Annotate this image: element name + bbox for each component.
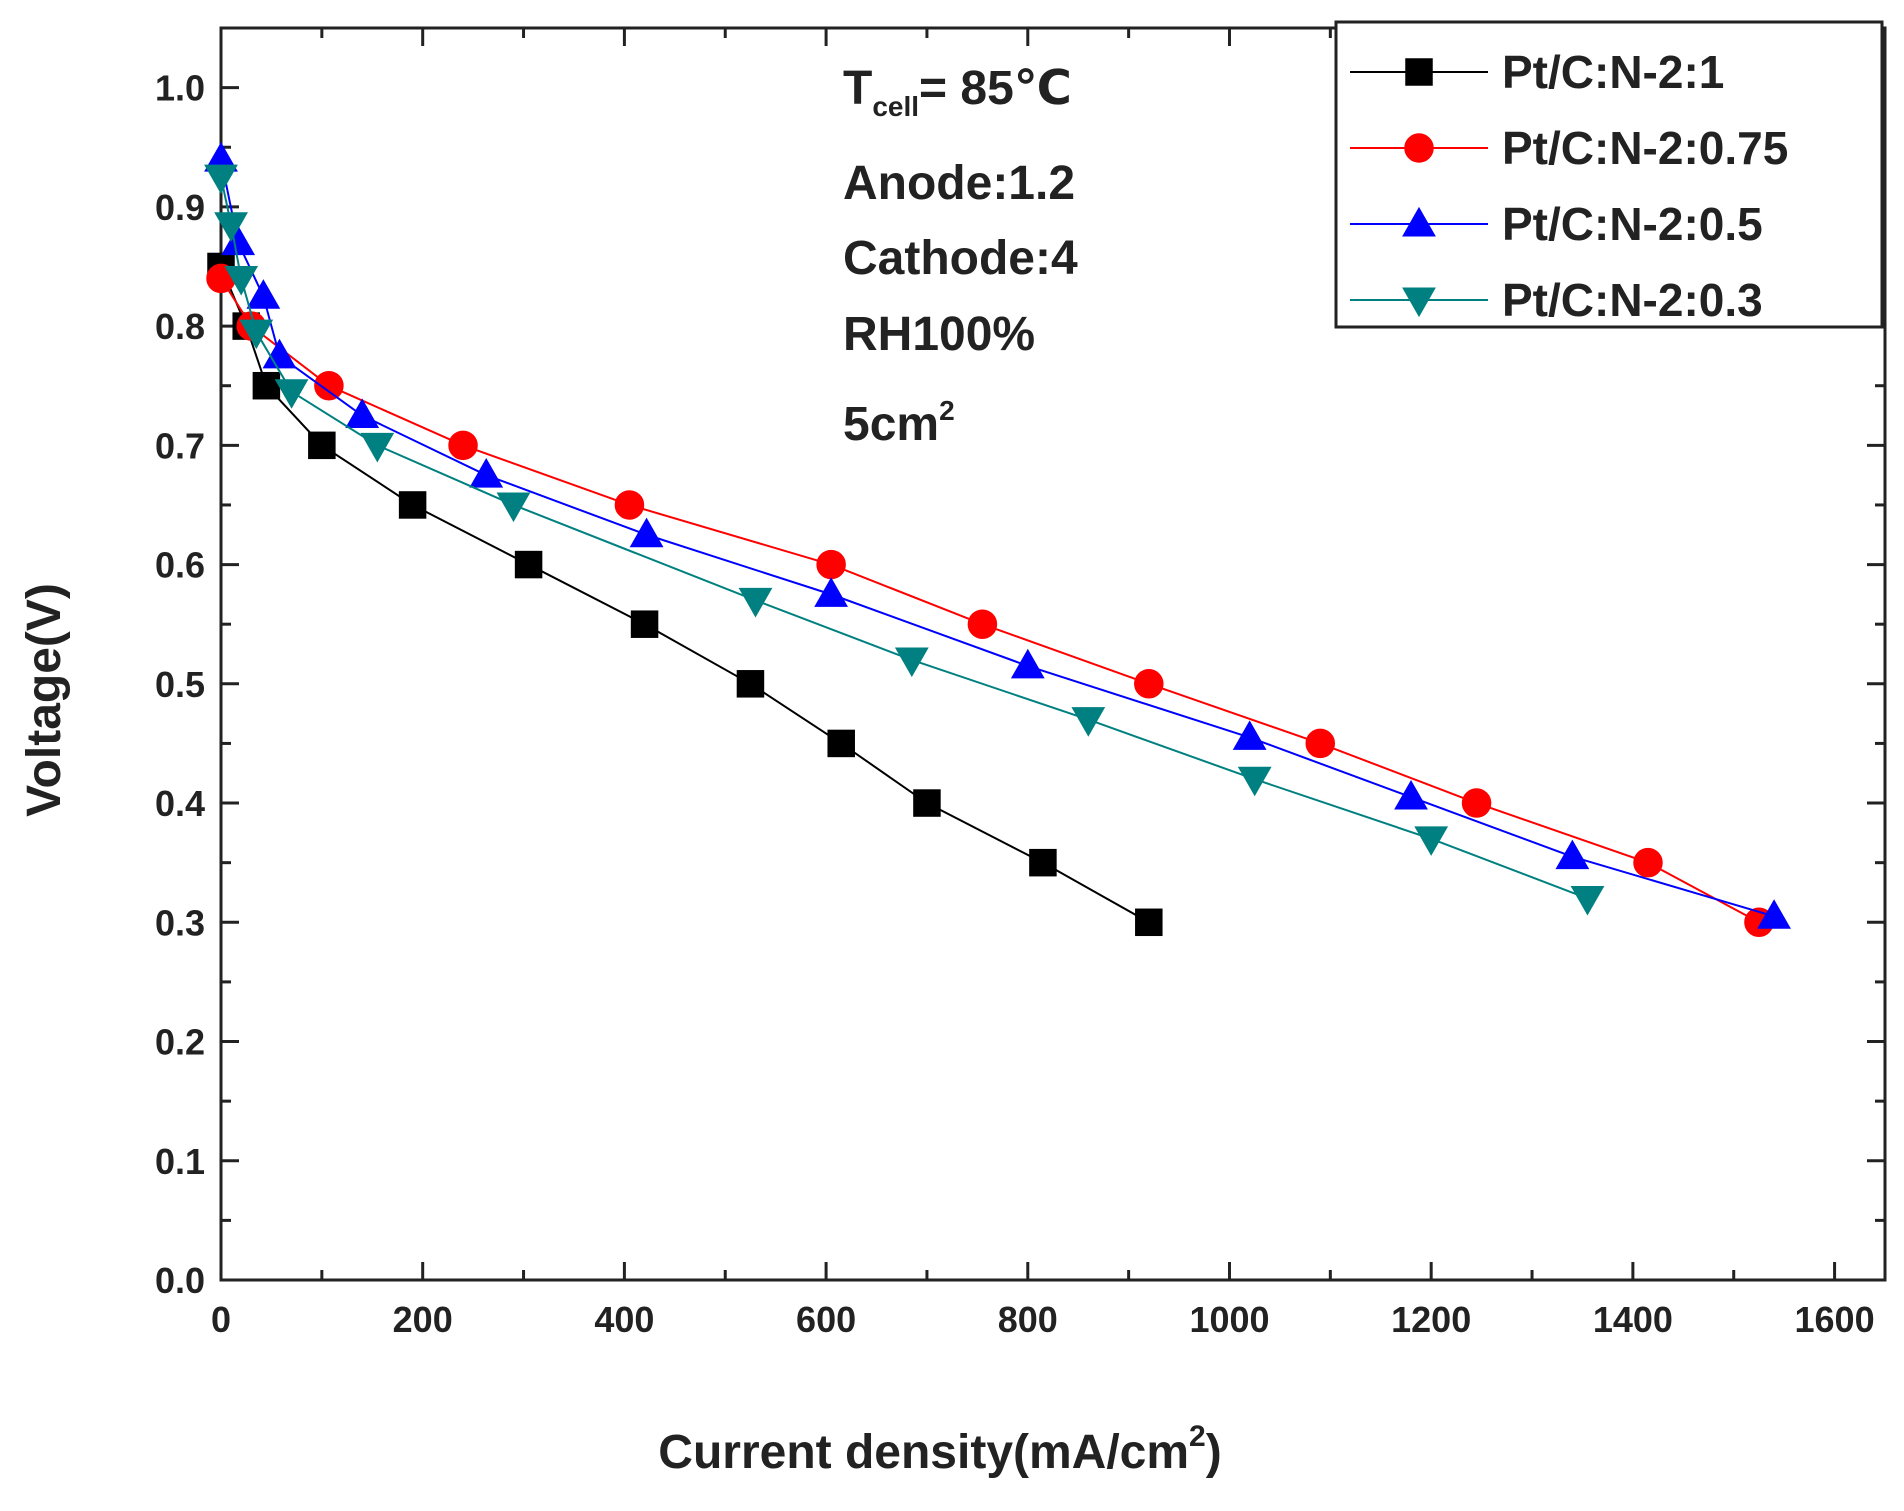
x-tick-label: 1600	[1795, 1299, 1875, 1340]
data-point-circle	[967, 609, 998, 639]
conditions-annotation: Tcell= 85℃ Anode:1.2 Cathode:4 RH100% 5c…	[843, 62, 1078, 451]
data-point-circle	[1633, 847, 1663, 878]
data-point-square	[630, 610, 659, 638]
legend-item: Pt/C:N-2:0.75	[1350, 122, 1788, 174]
data-point-circle	[314, 370, 344, 401]
y-tick-label: 0.2	[155, 1022, 205, 1063]
axis-titles: Current density(mA/cm2) Voltage(V)	[18, 583, 1222, 1479]
data-point-square	[1135, 908, 1163, 937]
data-point-square	[827, 729, 855, 758]
y-tick-label: 1.0	[155, 68, 205, 109]
data-point-triangle-down	[224, 265, 259, 296]
series-line	[220, 277, 1760, 924]
data-point-triangle-up	[814, 577, 849, 607]
y-tick-label: 0.8	[155, 306, 205, 347]
data-point-triangle-down	[1237, 766, 1272, 797]
anode-annotation: Anode:1.2	[843, 157, 1075, 210]
x-axis-title: Current density(mA/cm2)	[658, 1420, 1221, 1479]
x-tick-label: 200	[393, 1299, 453, 1340]
legend-item: Pt/C:N-2:1	[1350, 46, 1724, 98]
data-point-triangle-down	[1570, 885, 1605, 916]
data-point-circle	[816, 549, 846, 580]
data-point-triangle-up	[1555, 839, 1590, 870]
series-3	[204, 142, 1791, 929]
data-point-circle	[448, 430, 478, 461]
y-tick-label: 0.0	[155, 1260, 205, 1301]
data-point-square	[736, 670, 765, 698]
y-tick-label: 0.9	[155, 187, 205, 228]
x-tick-label: 0	[211, 1299, 231, 1340]
cathode-annotation: Cathode:4	[843, 232, 1078, 285]
y-axis-title: Voltage(V)	[18, 583, 71, 817]
data-point-triangle-up	[1402, 206, 1436, 237]
data-point-triangle-down	[1402, 287, 1436, 318]
data-point-triangle-up	[262, 338, 297, 369]
data-point-triangle-up	[345, 398, 380, 428]
data-point-triangle-down	[496, 492, 531, 523]
data-point-square	[1405, 58, 1433, 86]
data-point-triangle-up	[246, 279, 281, 309]
data-point-triangle-down	[1414, 826, 1449, 856]
data-point-triangle-down	[894, 647, 929, 678]
data-point-square	[398, 491, 427, 519]
x-tick-label: 1200	[1391, 1299, 1471, 1340]
data-point-square	[308, 431, 336, 460]
series-line	[220, 266, 1150, 924]
y-tick-label: 0.3	[155, 902, 205, 943]
data-point-triangle-down	[214, 212, 248, 242]
legend-label: Pt/C:N-2:0.5	[1502, 198, 1763, 250]
area-annotation: 5cm2	[843, 395, 955, 451]
x-tick-label: 400	[594, 1299, 654, 1340]
x-tick-label: 1400	[1593, 1299, 1673, 1340]
data-point-triangle-down	[204, 164, 238, 195]
legend: Pt/C:N-2:1 Pt/C:N-2:0.75 Pt/C:N-2:0.5 Pt/C:…	[1334, 20, 1884, 329]
rh-annotation: RH100%	[843, 308, 1035, 361]
data-point-square	[1029, 848, 1057, 877]
data-point-triangle-down	[738, 587, 773, 618]
plot-frame	[219, 26, 1887, 1282]
data-point-circle	[614, 490, 645, 520]
x-tick-label: 600	[796, 1299, 856, 1340]
legend-label: Pt/C:N-2:1	[1502, 46, 1724, 98]
data-point-circle	[1404, 133, 1434, 163]
data-point-triangle-down	[239, 319, 274, 350]
data-point-triangle-down	[1071, 707, 1106, 737]
temp-annotation: Tcell= 85℃	[843, 62, 1072, 122]
data-point-triangle-up	[1757, 899, 1791, 929]
data-point-triangle-down	[274, 379, 309, 409]
y-tick-label: 0.1	[155, 1141, 205, 1182]
y-tick-label: 0.4	[155, 783, 205, 824]
data-point-square	[252, 371, 281, 400]
data-point-triangle-up	[1394, 779, 1428, 810]
legend-label: Pt/C:N-2:0.3	[1502, 274, 1763, 326]
y-tick-label: 0.6	[155, 545, 205, 586]
data-point-triangle-up	[469, 458, 504, 488]
data-point-circle	[1134, 669, 1164, 699]
data-point-triangle-down	[360, 432, 395, 463]
x-tick-label: 800	[998, 1299, 1058, 1340]
data-point-triangle-up	[1232, 720, 1267, 750]
y-tick-label: 0.5	[155, 664, 205, 705]
data-point-triangle-up	[221, 225, 256, 256]
data-point-triangle-up	[629, 517, 664, 548]
data-point-square	[514, 550, 543, 579]
legend-item: Pt/C:N-2:0.3	[1350, 274, 1763, 326]
x-tick-label: 1000	[1189, 1299, 1269, 1340]
data-point-triangle-up	[1010, 648, 1045, 679]
data-point-circle	[1305, 728, 1335, 759]
data-point-square	[913, 789, 941, 817]
data-point-circle	[1461, 788, 1492, 818]
legend-item: Pt/C:N-2:0.5	[1350, 198, 1763, 250]
series-4	[204, 164, 1605, 916]
legend-label: Pt/C:N-2:0.75	[1502, 122, 1788, 174]
y-tick-label: 0.7	[155, 425, 205, 466]
series-layer	[204, 142, 1791, 938]
